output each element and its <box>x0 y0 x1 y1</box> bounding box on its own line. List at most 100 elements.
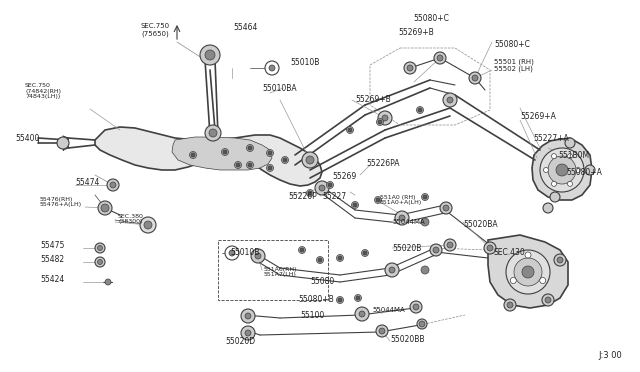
Circle shape <box>389 267 395 273</box>
Circle shape <box>514 258 542 286</box>
Circle shape <box>337 296 344 304</box>
Circle shape <box>585 165 595 175</box>
Circle shape <box>221 148 228 155</box>
Circle shape <box>443 205 449 211</box>
Circle shape <box>223 150 227 154</box>
Circle shape <box>97 260 102 264</box>
Circle shape <box>356 296 360 300</box>
Circle shape <box>543 167 548 173</box>
Text: 55010BA: 55010BA <box>262 83 296 93</box>
Circle shape <box>234 161 241 169</box>
Circle shape <box>410 301 422 313</box>
Text: 55020B: 55020B <box>392 244 421 253</box>
Circle shape <box>268 151 272 155</box>
Circle shape <box>362 250 369 257</box>
Circle shape <box>225 246 239 260</box>
Text: 55100: 55100 <box>300 311 324 320</box>
Circle shape <box>337 254 344 262</box>
Text: 55464: 55464 <box>233 22 257 32</box>
Circle shape <box>504 299 516 311</box>
Circle shape <box>283 158 287 162</box>
Circle shape <box>346 126 353 134</box>
Text: 55482: 55482 <box>40 256 64 264</box>
Circle shape <box>95 257 105 267</box>
Circle shape <box>246 144 253 151</box>
Circle shape <box>200 45 220 65</box>
Circle shape <box>556 164 568 176</box>
Text: 551A6(RH)
551A7(LH): 551A6(RH) 551A7(LH) <box>264 267 298 278</box>
Circle shape <box>318 258 322 262</box>
Circle shape <box>57 137 69 149</box>
Circle shape <box>248 163 252 167</box>
Text: SEC.750
(75650): SEC.750 (75650) <box>140 23 170 37</box>
Circle shape <box>101 204 109 212</box>
Text: 55269+A: 55269+A <box>520 112 556 121</box>
Circle shape <box>376 198 380 202</box>
Circle shape <box>374 196 381 203</box>
Polygon shape <box>95 127 322 186</box>
Text: 55227+A: 55227+A <box>533 134 569 142</box>
Circle shape <box>417 106 424 113</box>
Text: 55226P: 55226P <box>288 192 317 201</box>
Text: J:3 00: J:3 00 <box>598 350 621 359</box>
Text: 55080+C: 55080+C <box>413 13 449 22</box>
Circle shape <box>472 75 478 81</box>
Circle shape <box>540 148 584 192</box>
Circle shape <box>568 154 573 158</box>
Circle shape <box>98 201 112 215</box>
Circle shape <box>487 245 493 251</box>
Text: SEC.380
(38300): SEC.380 (38300) <box>118 214 144 224</box>
Circle shape <box>421 218 429 226</box>
Circle shape <box>568 182 573 186</box>
Text: 55020BA: 55020BA <box>463 219 498 228</box>
Circle shape <box>359 311 365 317</box>
Circle shape <box>378 120 382 124</box>
Circle shape <box>245 330 251 336</box>
Circle shape <box>419 321 425 327</box>
Circle shape <box>245 313 251 319</box>
Circle shape <box>205 50 215 60</box>
Circle shape <box>363 251 367 255</box>
Circle shape <box>308 191 312 195</box>
Circle shape <box>422 193 429 201</box>
Circle shape <box>437 55 443 61</box>
Circle shape <box>417 319 427 329</box>
Text: 55400: 55400 <box>15 134 40 142</box>
Text: 55226PA: 55226PA <box>366 158 399 167</box>
Circle shape <box>236 163 240 167</box>
Text: 551A0 (RH)
551A0+A(LH): 551A0 (RH) 551A0+A(LH) <box>380 195 422 205</box>
Circle shape <box>550 192 560 202</box>
Text: 55010B: 55010B <box>290 58 319 67</box>
Circle shape <box>255 253 261 259</box>
Text: 55269: 55269 <box>332 171 356 180</box>
Circle shape <box>306 156 314 164</box>
Circle shape <box>189 151 196 158</box>
Circle shape <box>355 295 362 301</box>
Text: 55474: 55474 <box>75 177 99 186</box>
Circle shape <box>395 211 409 225</box>
Circle shape <box>269 65 275 71</box>
Circle shape <box>298 247 305 253</box>
Circle shape <box>540 278 546 283</box>
Text: 551B0M: 551B0M <box>558 151 589 160</box>
Circle shape <box>209 129 217 137</box>
Circle shape <box>444 239 456 251</box>
Circle shape <box>265 61 279 75</box>
Circle shape <box>557 257 563 263</box>
Circle shape <box>407 65 413 71</box>
Text: 55269+B: 55269+B <box>355 94 391 103</box>
Text: 55080+A: 55080+A <box>566 167 602 176</box>
Polygon shape <box>532 138 592 200</box>
Text: 55080+B: 55080+B <box>298 295 333 305</box>
Circle shape <box>376 119 383 125</box>
Circle shape <box>522 266 534 278</box>
Text: 55424: 55424 <box>40 276 64 285</box>
Circle shape <box>440 202 452 214</box>
Text: 55044MA: 55044MA <box>392 219 425 225</box>
Circle shape <box>300 248 304 252</box>
Text: 55080+C: 55080+C <box>494 39 530 48</box>
Circle shape <box>351 202 358 208</box>
Circle shape <box>548 156 576 184</box>
Text: 55044MA: 55044MA <box>372 307 404 313</box>
Text: 55010B: 55010B <box>230 247 259 257</box>
